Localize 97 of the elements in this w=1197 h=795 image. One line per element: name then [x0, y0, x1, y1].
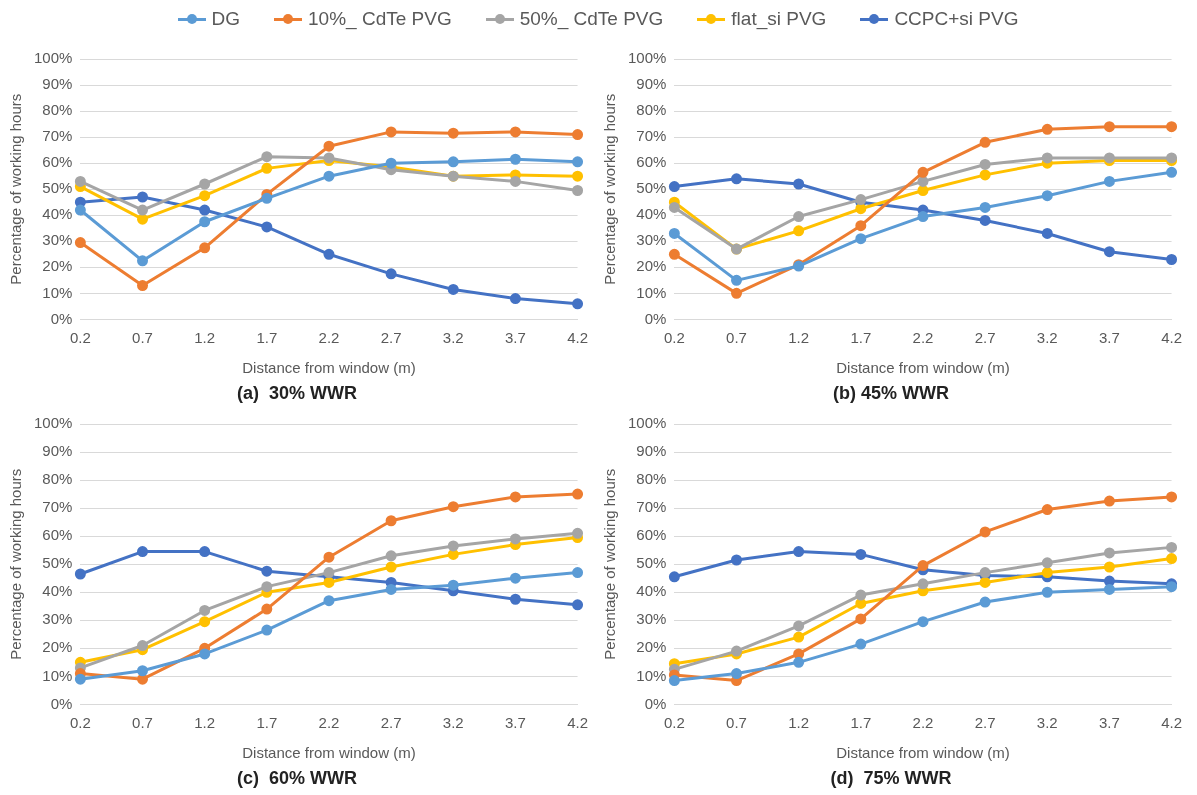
legend-label: 50%_ CdTe PVG — [519, 8, 664, 30]
y-tick-label: 0% — [50, 309, 73, 327]
y-tick-label: 40% — [42, 205, 73, 223]
y-axis-title: Percentage of working hours — [7, 468, 25, 660]
x-tick-label: 0.2 — [663, 713, 685, 731]
y-tick-label: 90% — [42, 442, 73, 460]
x-tick-label: 3.7 — [504, 713, 526, 731]
y-tick-label: 50% — [636, 554, 667, 572]
y-tick-label: 60% — [42, 526, 73, 544]
x-tick-label: 3.2 — [442, 713, 464, 731]
x-tick-label: 3.2 — [442, 328, 464, 346]
y-tick-label: 100% — [33, 414, 73, 432]
y-tick-label: 80% — [42, 101, 73, 119]
y-tick-label: 20% — [636, 638, 667, 656]
text: (b) 45% WWR — [833, 383, 949, 404]
x-tick-label: 2.7 — [380, 713, 402, 731]
y-tick-label: 20% — [42, 257, 73, 275]
y-tick-label: 30% — [636, 610, 667, 628]
x-tick-label: 2.2 — [318, 713, 340, 731]
y-tick-label: 90% — [636, 75, 667, 93]
x-tick-label: 1.7 — [850, 328, 872, 346]
y-tick-label: 70% — [636, 127, 667, 145]
y-tick-label: 70% — [42, 127, 73, 145]
x-tick-label: 0.7 — [132, 328, 153, 346]
y-tick-label: 50% — [42, 554, 73, 572]
y-tick-label: 40% — [42, 582, 73, 600]
y-tick-label: 30% — [42, 610, 73, 628]
y-tick-label: 100% — [627, 49, 667, 67]
x-tick-label: 4.2 — [1161, 328, 1182, 346]
y-tick-label: 60% — [636, 153, 667, 171]
y-tick-label: 80% — [42, 470, 73, 488]
legend-label: flat_si PVG — [731, 8, 827, 30]
x-tick-label: 0.7 — [132, 713, 153, 731]
y-axis-title: Percentage of working hours — [601, 93, 619, 285]
x-tick-label: 3.7 — [504, 328, 526, 346]
x-tick-label: 4.2 — [567, 328, 588, 346]
y-tick-label: 50% — [42, 179, 73, 197]
y-tick-label: 10% — [42, 283, 73, 301]
x-tick-label: 0.2 — [69, 328, 91, 346]
y-tick-label: 100% — [627, 414, 667, 432]
y-tick-label: 10% — [636, 283, 667, 301]
x-tick-label: 2.7 — [974, 328, 996, 346]
y-tick-label: 50% — [636, 179, 667, 197]
y-tick-label: 10% — [636, 666, 667, 684]
y-tick-label: 30% — [636, 231, 667, 249]
x-tick-label: 0.2 — [663, 328, 685, 346]
x-axis-title: Distance from window (m) — [242, 358, 416, 376]
x-tick-label: 4.2 — [1161, 713, 1182, 731]
y-tick-label: 90% — [636, 442, 667, 460]
y-tick-label: 70% — [636, 498, 667, 516]
y-tick-label: 100% — [33, 49, 73, 67]
x-tick-label: 3.2 — [1036, 328, 1058, 346]
legend-label: DG — [211, 8, 241, 30]
y-tick-label: 30% — [42, 231, 73, 249]
x-tick-label: 3.7 — [1098, 713, 1120, 731]
x-tick-label: 0.7 — [726, 328, 747, 346]
y-tick-label: 80% — [636, 470, 667, 488]
y-axis-title: Percentage of working hours — [7, 93, 25, 285]
x-tick-label: 4.2 — [567, 713, 588, 731]
y-tick-label: 90% — [42, 75, 73, 93]
x-tick-label: 0.7 — [726, 713, 747, 731]
y-tick-label: 0% — [644, 694, 667, 712]
x-axis-title: Distance from window (m) — [242, 743, 416, 761]
x-tick-label: 1.7 — [256, 328, 278, 346]
x-tick-label: 1.2 — [194, 328, 216, 346]
x-axis-title: Distance from window (m) — [836, 358, 1010, 376]
y-tick-label: 70% — [42, 498, 73, 516]
y-tick-label: 40% — [636, 205, 667, 223]
y-tick-label: 10% — [42, 666, 73, 684]
x-tick-label: 2.2 — [318, 328, 340, 346]
y-axis-title: Percentage of working hours — [601, 468, 619, 660]
y-tick-label: 60% — [42, 153, 73, 171]
x-axis-title: Distance from window (m) — [836, 743, 1010, 761]
x-tick-label: 1.2 — [788, 328, 810, 346]
y-tick-label: 0% — [50, 694, 73, 712]
y-tick-label: 40% — [636, 582, 667, 600]
legend-label: 10%_ CdTe PVG — [308, 8, 452, 30]
x-tick-label: 1.2 — [194, 713, 216, 731]
x-tick-label: 0.2 — [69, 713, 91, 731]
x-tick-label: 2.2 — [912, 328, 934, 346]
x-tick-label: 3.7 — [1098, 328, 1120, 346]
x-tick-label: 2.7 — [974, 713, 996, 731]
x-tick-label: 3.2 — [1036, 713, 1058, 731]
x-tick-label: 2.2 — [912, 713, 934, 731]
text: (c) 60% WWR — [236, 768, 358, 789]
legend-label: CCPC+si PVG — [894, 8, 1019, 30]
x-tick-label: 1.7 — [850, 713, 872, 731]
x-tick-label: 1.2 — [788, 713, 810, 731]
text: (a) 30% WWR — [236, 383, 358, 404]
y-tick-label: 20% — [42, 638, 73, 656]
y-tick-label: 80% — [636, 101, 667, 119]
text: (d) 75% WWR — [830, 768, 952, 789]
x-tick-label: 1.7 — [256, 713, 278, 731]
y-tick-label: 60% — [636, 526, 667, 544]
y-tick-label: 20% — [636, 257, 667, 275]
y-tick-label: 0% — [644, 309, 667, 327]
x-tick-label: 2.7 — [380, 328, 402, 346]
